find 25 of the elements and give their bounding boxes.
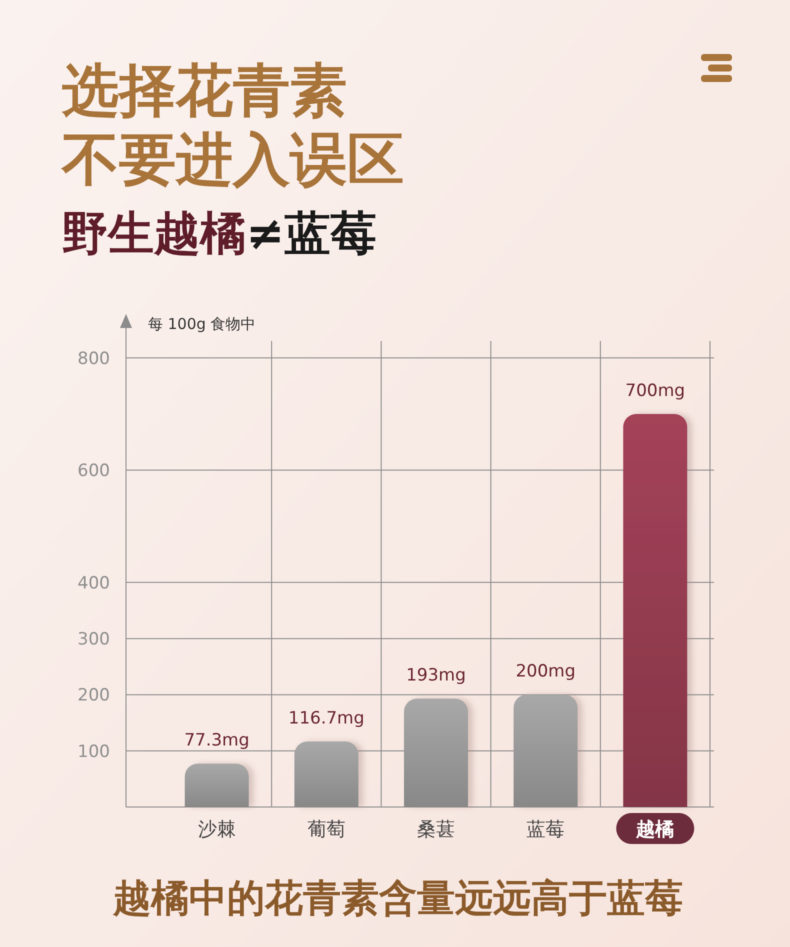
data-label: 193mg (406, 666, 466, 686)
y-tick-label: 600 (78, 461, 110, 482)
data-label: 700mg (625, 380, 686, 401)
bar (623, 414, 688, 807)
text: 越橘中的花青素含量远远高于蓝莓 (112, 876, 683, 920)
bar (294, 741, 358, 807)
x-tick-label: 葡萄 (307, 818, 346, 841)
y-tick-label: 200 (78, 686, 110, 706)
bar (514, 694, 578, 807)
bar (404, 698, 468, 807)
bar (184, 764, 249, 807)
chart-title: 选择花青素不要进入误区 (60, 58, 404, 193)
data-label: 77.3mg (184, 730, 250, 751)
data-label: 116.7mg (288, 708, 364, 728)
x-tick-label: 沙棘 (198, 818, 236, 841)
y-tick-label: 300 (78, 630, 110, 650)
chart-subtitle: 野生越橘≠蓝莓 (62, 206, 377, 260)
x-tick-label: 越橘 (635, 818, 674, 841)
data-label: 200mg (516, 662, 576, 682)
y-tick-label: 800 (78, 348, 110, 369)
y-axis-title: 每 100g 食物中 (148, 315, 256, 333)
y-tick-label: 400 (78, 573, 110, 594)
y-tick-label: 100 (78, 742, 110, 762)
x-tick-label: 桑葚 (417, 818, 455, 841)
x-tick-label: 蓝莓 (526, 818, 565, 841)
